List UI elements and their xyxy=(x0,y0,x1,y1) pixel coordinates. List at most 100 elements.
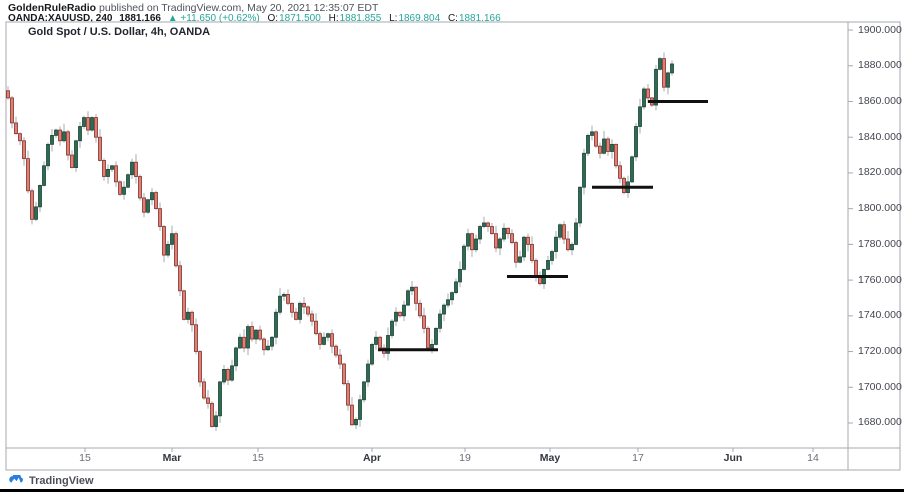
candle-down xyxy=(30,190,34,220)
close-label: C: xyxy=(447,13,458,24)
candle-up xyxy=(150,192,154,201)
candle-up xyxy=(326,333,330,338)
candle-down xyxy=(598,145,602,154)
chart-legend[interactable]: Gold Spot / U.S. Dollar, 4h, OANDA xyxy=(28,26,211,38)
candle-up xyxy=(518,256,522,263)
candle-up xyxy=(42,165,46,186)
candle-down xyxy=(506,227,510,235)
candle-down xyxy=(18,133,22,142)
tradingview-logo[interactable]: TradingView xyxy=(8,475,94,487)
candle-down xyxy=(422,315,426,329)
low-label: L: xyxy=(389,13,398,24)
high-value: 1881.855 xyxy=(339,13,382,24)
symbol-timeframe: OANDA:XAUUSD, 240 xyxy=(8,13,113,24)
candle-up xyxy=(278,295,282,313)
candle-down xyxy=(66,131,70,156)
candle-down xyxy=(302,302,306,308)
candle-down xyxy=(530,243,534,261)
candle-down xyxy=(346,383,350,406)
candle-up xyxy=(442,304,446,315)
candle-up xyxy=(582,152,586,188)
candle-up xyxy=(406,290,410,306)
candle-up xyxy=(170,233,174,245)
candle-up xyxy=(658,58,662,70)
last-price: 1881.166 xyxy=(119,13,161,24)
candle-up xyxy=(362,381,366,401)
tradingview-logo-text: TradingView xyxy=(29,475,94,487)
time-axis-label: 14 xyxy=(807,452,819,464)
candle-down xyxy=(342,363,346,385)
candle-up xyxy=(522,236,526,258)
open-label: O: xyxy=(267,13,279,24)
candle-down xyxy=(334,345,338,356)
candle-up xyxy=(166,243,170,256)
candle-up xyxy=(274,311,278,338)
candle-up xyxy=(450,292,454,301)
candle-up xyxy=(126,174,130,188)
candle-down xyxy=(58,129,62,142)
candle-down xyxy=(646,88,650,99)
candle-down xyxy=(98,136,102,161)
price-axis-label: 1860.000 xyxy=(858,94,902,107)
candle-down xyxy=(510,233,514,243)
candle-up xyxy=(78,126,82,142)
candle-down xyxy=(662,58,666,88)
candle-down xyxy=(594,131,598,147)
candle-up xyxy=(554,236,558,252)
candle-down xyxy=(114,165,118,183)
candle-up xyxy=(358,399,362,420)
candle-up xyxy=(570,243,574,251)
candle-up xyxy=(482,222,486,227)
candle-down xyxy=(426,327,430,349)
candle-down xyxy=(6,90,10,99)
candle-down xyxy=(14,122,18,135)
candle-up xyxy=(38,185,42,208)
candle-down xyxy=(338,354,342,365)
candle-down xyxy=(258,329,262,340)
candle-up xyxy=(478,226,482,240)
candle-down xyxy=(306,306,310,315)
price-axis-label: 1780.000 xyxy=(858,237,902,250)
candle-down xyxy=(526,236,530,245)
candle-up xyxy=(666,72,670,88)
candle-up xyxy=(370,344,374,365)
candle-down xyxy=(22,140,26,160)
candle-up xyxy=(390,320,394,336)
chart-frame xyxy=(5,21,901,471)
price-axis-label: 1740.000 xyxy=(858,309,902,322)
candle-up xyxy=(186,311,190,320)
candle-up xyxy=(610,143,614,152)
candle-down xyxy=(606,138,610,152)
high-label: H: xyxy=(328,13,339,24)
candle-down xyxy=(310,313,314,322)
candle-up xyxy=(354,419,358,426)
candle-down xyxy=(514,242,518,263)
candle-down xyxy=(174,233,178,267)
candle-down xyxy=(330,333,334,347)
candle-down xyxy=(566,238,570,251)
time-axis-label: Mar xyxy=(162,452,182,464)
candle-up xyxy=(462,245,466,270)
candle-up xyxy=(50,135,54,145)
candle-down xyxy=(286,293,290,304)
candle-up xyxy=(246,326,250,349)
candle-down xyxy=(178,265,182,292)
candle-up xyxy=(222,369,226,383)
price-axis-label: 1720.000 xyxy=(858,345,902,358)
candle-up xyxy=(234,347,238,367)
candle-down xyxy=(414,286,418,304)
price-axis-label: 1700.000 xyxy=(858,380,902,393)
candle-up xyxy=(130,161,134,176)
candle-down xyxy=(70,154,74,168)
candle-up xyxy=(110,165,114,170)
candle-down xyxy=(622,177,626,193)
candle-up xyxy=(82,117,86,127)
candle-up xyxy=(54,129,58,136)
candle-down xyxy=(138,176,142,199)
candle-up xyxy=(366,363,370,383)
candle-up xyxy=(586,135,590,154)
candle-up xyxy=(546,260,550,270)
candle-down xyxy=(210,402,214,427)
